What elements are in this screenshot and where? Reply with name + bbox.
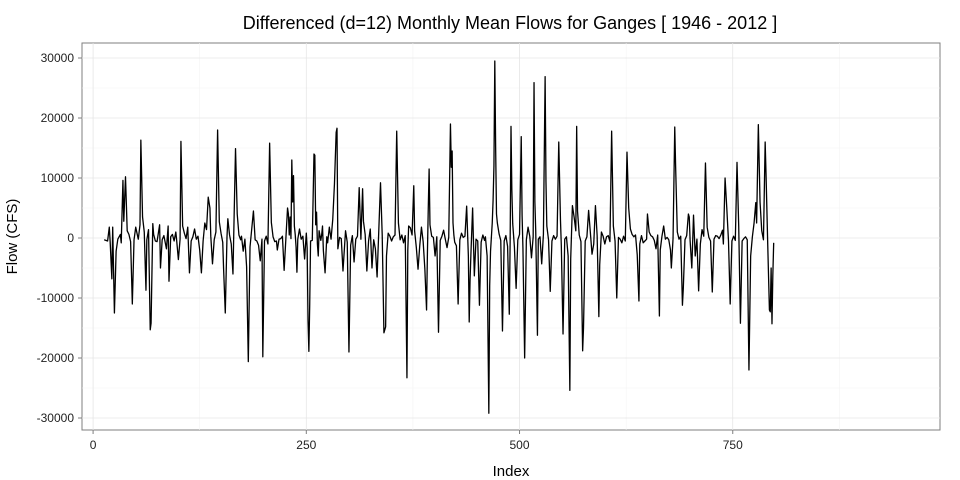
series-line	[103, 60, 775, 414]
plot-panel	[81, 42, 941, 431]
y-axis-title: Flow (CFS)	[4, 199, 21, 275]
x-tick-label: 0	[90, 438, 97, 452]
y-tick-label: -30000	[37, 411, 75, 425]
x-tick-label: 250	[296, 438, 316, 452]
x-axis-title: Index	[493, 463, 530, 480]
x-tick-label: 750	[723, 438, 743, 452]
y-tick-label: -20000	[37, 351, 75, 365]
x-tick-label: 500	[510, 438, 530, 452]
y-tick-label: 0	[67, 231, 74, 245]
y-tick-label: 10000	[41, 171, 75, 185]
y-tick-label: -10000	[37, 291, 75, 305]
y-tick-label: 30000	[41, 51, 75, 65]
x-axis: 0 250 500 750	[90, 430, 743, 452]
y-tick-label: 20000	[41, 111, 75, 125]
y-axis: -30000 -20000 -10000 0 10000 20000 30000	[37, 51, 82, 425]
chart-title: Differenced (d=12) Monthly Mean Flows fo…	[243, 13, 777, 33]
